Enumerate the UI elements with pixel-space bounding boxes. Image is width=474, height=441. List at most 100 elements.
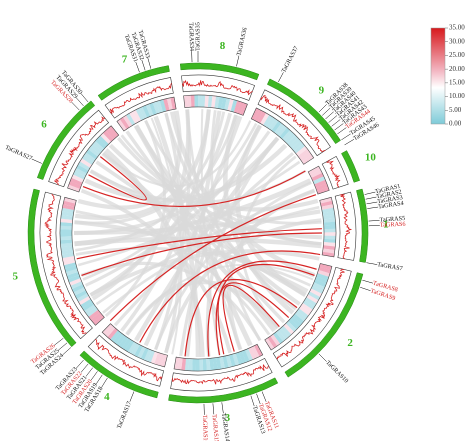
- chromosome-label: 5: [12, 270, 18, 282]
- heat-cell: [90, 143, 103, 155]
- heat-cell: [170, 97, 177, 110]
- heat-cell: [227, 98, 234, 112]
- chromosome-7: [97, 65, 170, 101]
- heat-cell: [233, 100, 241, 114]
- heat-cell: [244, 348, 253, 362]
- density-track: [39, 74, 357, 392]
- heat-cell: [323, 235, 336, 240]
- heat-cell: [219, 356, 225, 370]
- gene-label: TaGRAS16: [201, 415, 209, 441]
- gene-label: TaGRAS14: [220, 413, 231, 441]
- gene-tick: [80, 363, 89, 373]
- heat-cell: [137, 346, 146, 359]
- heat-cell: [251, 107, 260, 121]
- heat-cell: [190, 95, 195, 108]
- heat-cell: [217, 96, 224, 110]
- heat-cell: [63, 200, 76, 207]
- gene-tick: [334, 123, 344, 131]
- heat-cell: [309, 169, 323, 179]
- heat-cell: [61, 207, 75, 214]
- heat-box: [67, 125, 120, 193]
- heat-cell: [286, 135, 298, 147]
- heat-cell: [298, 305, 311, 316]
- heat-cell: [322, 251, 335, 258]
- heat-cell: [224, 98, 231, 111]
- heat-cell: [251, 345, 260, 359]
- heat-cell: [323, 242, 336, 247]
- heat-cell: [235, 352, 243, 365]
- gene-label: TaGRAS6: [380, 221, 406, 229]
- heat-cell: [126, 113, 136, 126]
- heat-cell: [202, 358, 207, 371]
- heat-cell: [105, 128, 117, 140]
- heat-cell: [278, 327, 289, 340]
- heat-cell: [311, 172, 324, 182]
- heat-cell: [309, 288, 322, 298]
- heat-cell: [198, 95, 202, 108]
- density-line: [260, 94, 326, 153]
- grey-link-layer: [73, 109, 322, 358]
- heat-box: [250, 107, 315, 165]
- gene-tick: [322, 107, 331, 116]
- heat-box: [101, 323, 168, 368]
- gene-tick: [331, 119, 341, 127]
- heat-cell: [74, 167, 87, 177]
- gene-tick: [147, 57, 152, 69]
- heatmap-track: [59, 94, 337, 372]
- heat-cell: [260, 112, 270, 126]
- heat-cell: [132, 109, 142, 123]
- gene-label: TaGRAS35: [194, 22, 201, 51]
- red-link: [207, 260, 317, 357]
- gene-tick: [135, 61, 140, 73]
- heat-cell: [274, 123, 285, 135]
- density-box: [321, 155, 349, 190]
- heat-cell: [60, 232, 73, 237]
- density-box: [272, 266, 352, 368]
- chromosome-1: [356, 188, 369, 263]
- heat-cell: [304, 297, 317, 307]
- legend-tick-label: 20.00: [449, 65, 465, 73]
- heat-cell: [68, 181, 82, 189]
- gene-label: TaGRAS3: [377, 194, 404, 205]
- heat-cell: [319, 263, 332, 271]
- heat-box: [307, 165, 330, 195]
- heat-cell: [67, 274, 81, 283]
- heat-cell: [275, 330, 286, 342]
- heat-cell: [323, 225, 336, 230]
- red-link: [88, 156, 147, 201]
- heat-cell: [292, 313, 305, 325]
- heat-cell: [80, 298, 93, 309]
- heat-cell: [285, 321, 297, 333]
- heat-cell: [316, 273, 329, 281]
- gene-tick: [76, 359, 84, 369]
- heat-cell: [127, 341, 137, 354]
- legend-tick-label: 25.00: [449, 51, 465, 59]
- grey-link: [126, 263, 314, 336]
- grey-link: [169, 111, 316, 278]
- heat-cell: [102, 323, 113, 335]
- gene-tick: [365, 196, 377, 200]
- heat-cell: [159, 99, 167, 112]
- heat-cell: [95, 138, 107, 149]
- gene-label: TaGRAS5: [379, 215, 405, 224]
- heat-cell: [90, 312, 103, 323]
- heat-cell: [301, 154, 314, 165]
- heat-cell: [63, 262, 77, 269]
- heat-cell: [83, 152, 96, 163]
- heat-cell: [192, 358, 197, 371]
- heat-cell: [88, 146, 100, 157]
- chromosome-4: [79, 350, 159, 399]
- heat-cell: [323, 232, 336, 236]
- gene-tick: [325, 111, 334, 120]
- grey-link: [164, 112, 184, 354]
- heat-cell: [73, 287, 86, 296]
- heat-cell: [78, 161, 91, 171]
- heat-cell: [84, 304, 97, 315]
- red-link-layer: [76, 156, 323, 357]
- heat-cell: [323, 238, 336, 244]
- grey-link: [153, 115, 201, 358]
- grey-link: [150, 117, 183, 355]
- heat-cell: [73, 171, 86, 180]
- grey-link: [227, 188, 316, 351]
- gene-tick: [368, 220, 380, 222]
